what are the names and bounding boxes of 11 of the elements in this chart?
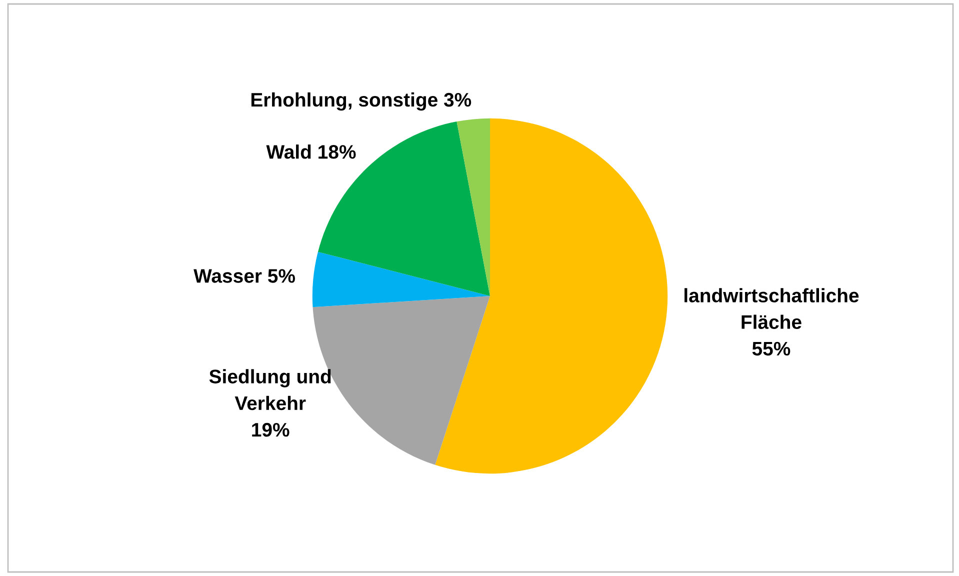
pie-slice xyxy=(318,122,490,296)
data-label: 19% xyxy=(252,422,290,437)
slice-label: Siedlung und Verkehr xyxy=(209,369,331,410)
slice-label: Wald 18% xyxy=(266,144,356,159)
pie-slice xyxy=(435,118,668,474)
data-label: 55% xyxy=(752,342,790,356)
pie-slice xyxy=(312,252,490,308)
slice-label: landwirtschaftliche Fläche xyxy=(684,288,859,329)
slice-label: Wasser 5% xyxy=(194,269,295,283)
slice-label: Erhohlung, sonstige 3% xyxy=(251,92,472,111)
pie-slice xyxy=(456,118,490,296)
